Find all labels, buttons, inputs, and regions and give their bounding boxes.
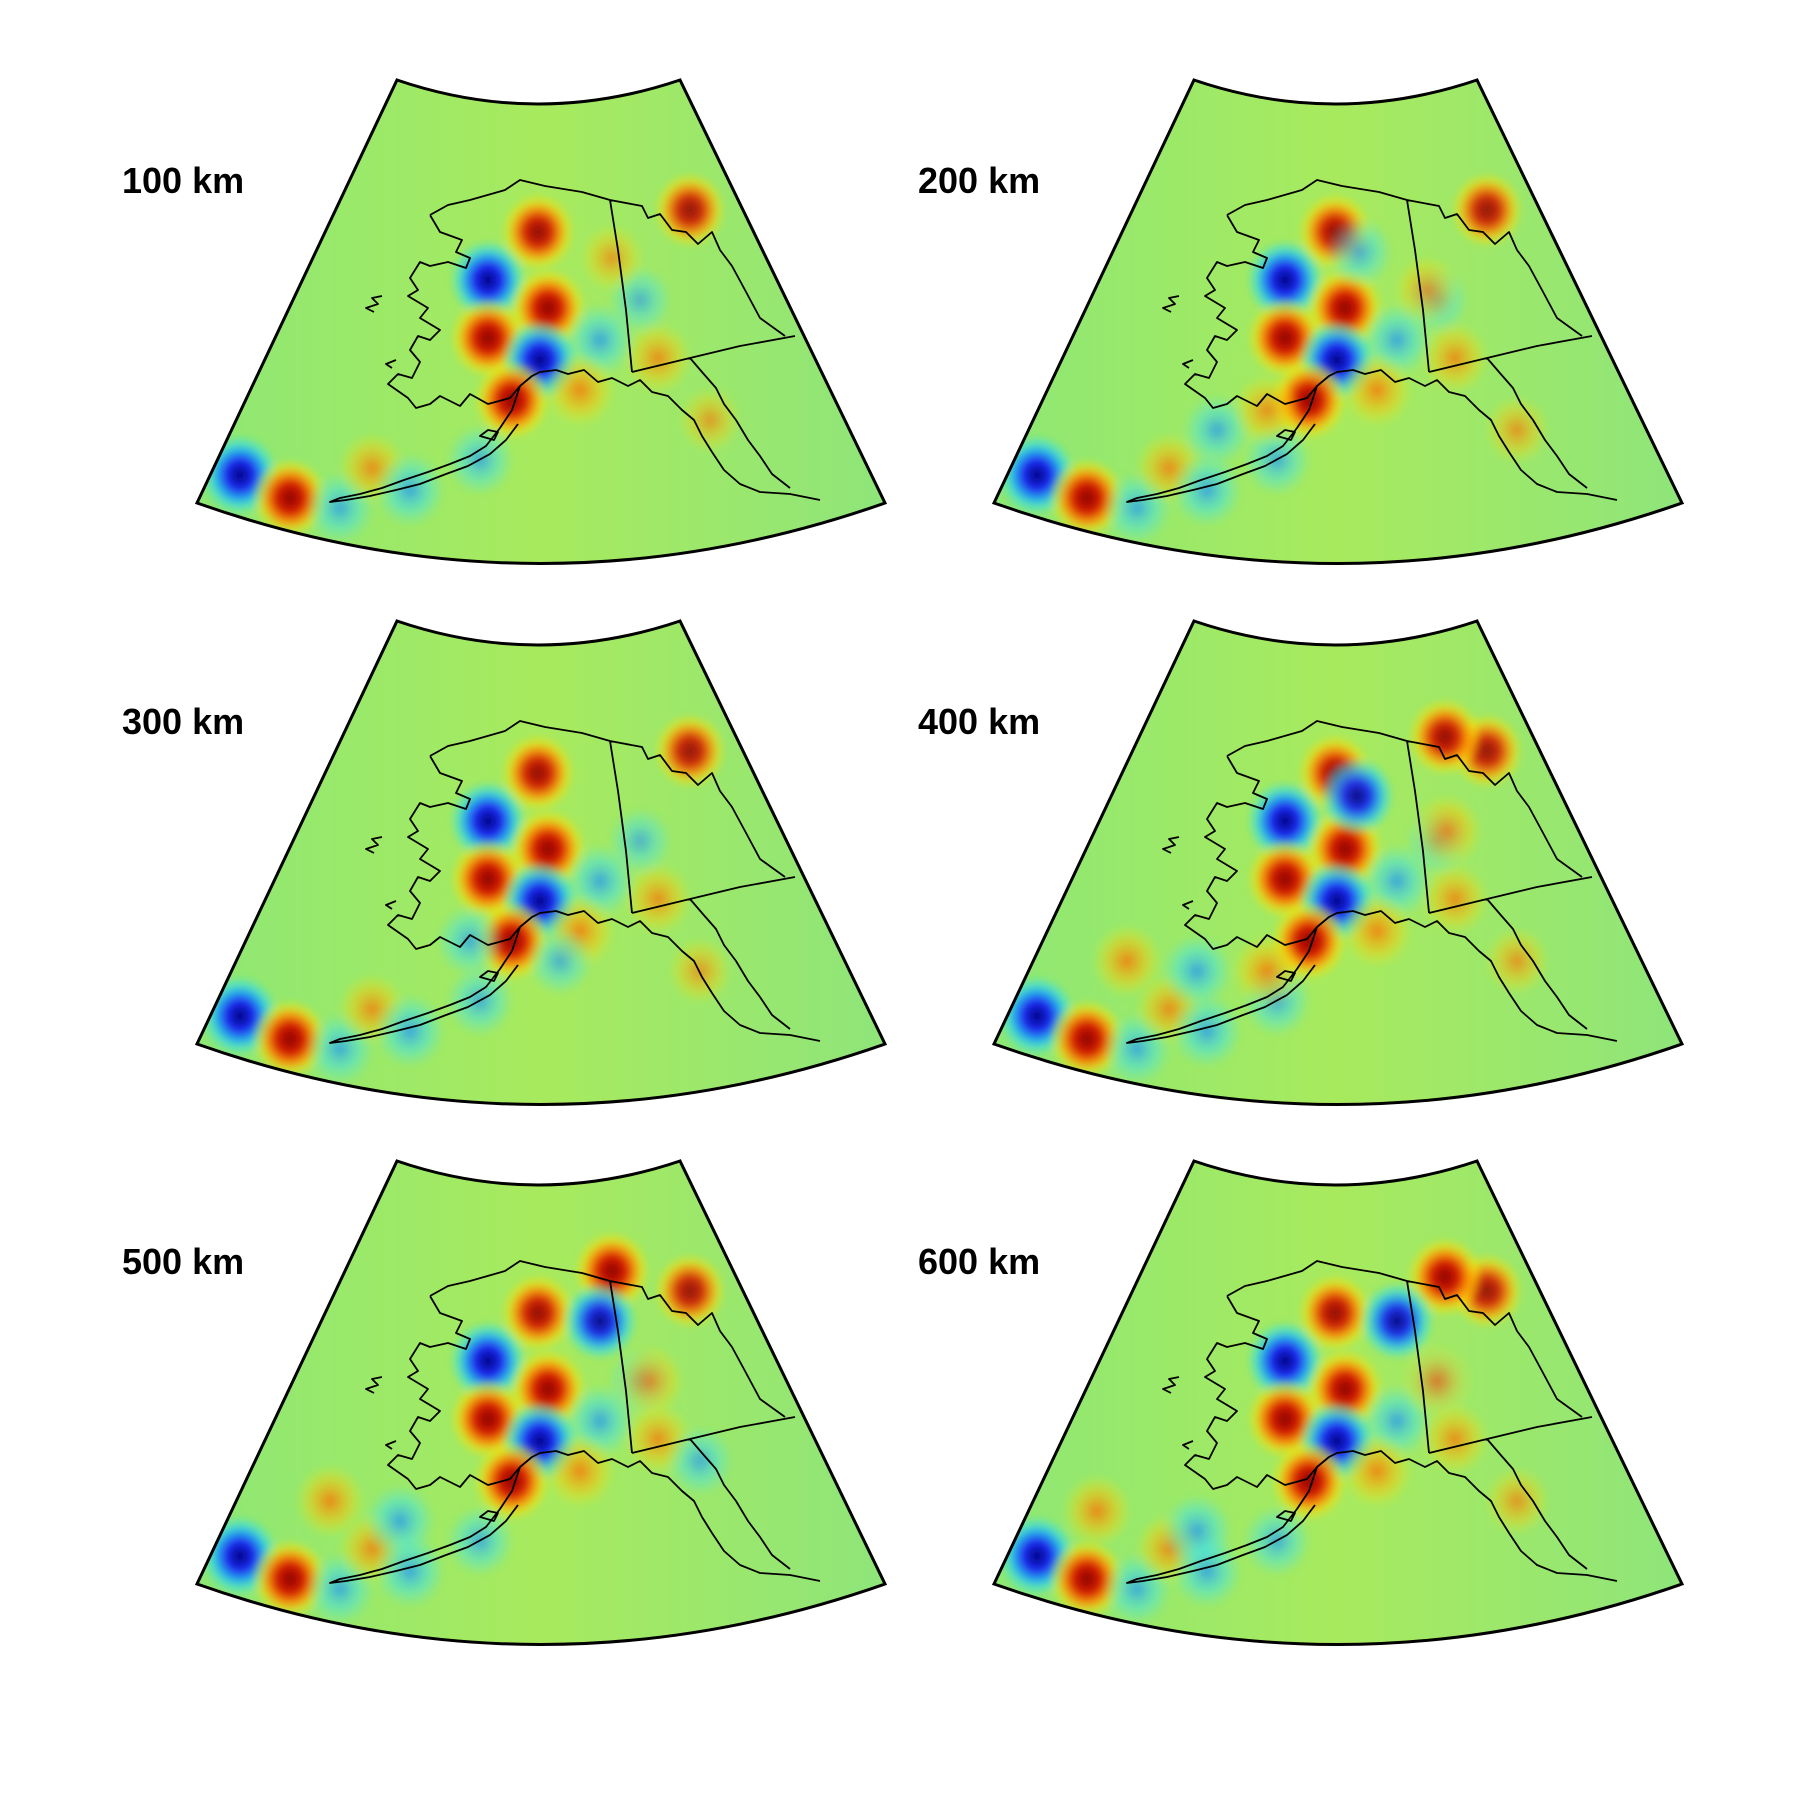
- anomaly-cell: [608, 807, 672, 875]
- anomaly-cell: [1484, 395, 1550, 465]
- coastline: [329, 1260, 821, 1584]
- map-frame: [194, 619, 888, 1106]
- anomaly-cell: [616, 1345, 684, 1417]
- anomaly-cell: [375, 994, 445, 1068]
- anomaly-field: [197, 621, 885, 1105]
- anomaly-cell: [1062, 1474, 1132, 1548]
- map-panel-p400: [991, 619, 1685, 1106]
- anomaly-cell: [527, 926, 593, 996]
- anomaly-cell: [295, 1464, 365, 1538]
- map-frame: [194, 78, 888, 565]
- anomaly-cell: [1412, 794, 1482, 868]
- coastline: [1126, 720, 1618, 1044]
- coastline: [329, 179, 821, 503]
- anomaly-cell: [624, 322, 692, 394]
- depth-label-p100: 100 km: [122, 160, 245, 201]
- anomaly-cell: [1421, 1403, 1489, 1475]
- map-panel-p200: [991, 78, 1685, 565]
- anomaly-cell: [375, 453, 445, 527]
- map-frame: [194, 1159, 888, 1646]
- map-panel-p600: [991, 1159, 1685, 1646]
- anomaly-cell: [1421, 863, 1489, 935]
- anomaly-cell: [1342, 894, 1412, 968]
- anomaly-cell: [624, 863, 692, 935]
- anomaly-cell: [1320, 757, 1394, 835]
- anomaly-cell: [1271, 1441, 1347, 1521]
- map-panel-p300: [194, 619, 888, 1106]
- anomaly-cell: [1408, 698, 1482, 776]
- anomaly-cell: [474, 1441, 550, 1521]
- anomaly-cell: [1162, 1494, 1232, 1568]
- anomaly-cell: [545, 1434, 615, 1508]
- anomaly-field: [197, 1161, 885, 1645]
- coastline: [1126, 179, 1618, 503]
- depth-label-p600: 600 km: [918, 1241, 1041, 1282]
- anomaly-cell: [1233, 374, 1301, 446]
- anomaly-cell: [545, 353, 615, 427]
- map-panel-p100: [194, 78, 888, 565]
- anomaly-cell: [1421, 322, 1489, 394]
- anomaly-cell: [436, 905, 504, 977]
- anomaly-cell: [474, 360, 550, 440]
- anomaly-cell: [1342, 353, 1412, 427]
- depth-label-p400: 400 km: [918, 701, 1041, 742]
- anomaly-field: [994, 1161, 1682, 1645]
- depth-label-p200: 200 km: [918, 160, 1041, 201]
- anomaly-cell: [563, 1282, 637, 1360]
- anomaly-cell: [501, 193, 575, 271]
- map-frame: [991, 78, 1685, 565]
- anomaly-cell: [1342, 1434, 1412, 1508]
- anomaly-cell: [1484, 926, 1550, 996]
- anomaly-cell: [667, 1426, 733, 1496]
- anomaly-field: [197, 80, 885, 564]
- coastline: [1126, 1260, 1618, 1584]
- anomaly-cell: [501, 734, 575, 812]
- anomaly-field: [994, 80, 1682, 564]
- coastline: [329, 720, 821, 1044]
- anomaly-field: [994, 621, 1682, 1105]
- anomaly-cell: [1298, 1274, 1372, 1352]
- depth-label-p500: 500 km: [122, 1241, 245, 1282]
- anomaly-cell: [1325, 216, 1393, 288]
- map-frame: [991, 619, 1685, 1106]
- anomaly-cell: [678, 386, 742, 454]
- anomaly-cell: [580, 224, 644, 292]
- depth-label-p300: 300 km: [122, 701, 245, 742]
- anomaly-cell: [1172, 453, 1242, 527]
- map-frame: [991, 1159, 1685, 1646]
- map-panel-p500: [194, 1159, 888, 1646]
- anomaly-cell: [1402, 1344, 1472, 1418]
- anomaly-cell: [1092, 924, 1162, 998]
- anomaly-cell: [501, 1274, 575, 1352]
- anomaly-cell: [1232, 934, 1302, 1008]
- anomaly-cell: [1162, 934, 1232, 1008]
- anomaly-cell: [1484, 1466, 1550, 1536]
- anomaly-cell: [1394, 255, 1460, 325]
- anomaly-cell: [365, 1484, 435, 1558]
